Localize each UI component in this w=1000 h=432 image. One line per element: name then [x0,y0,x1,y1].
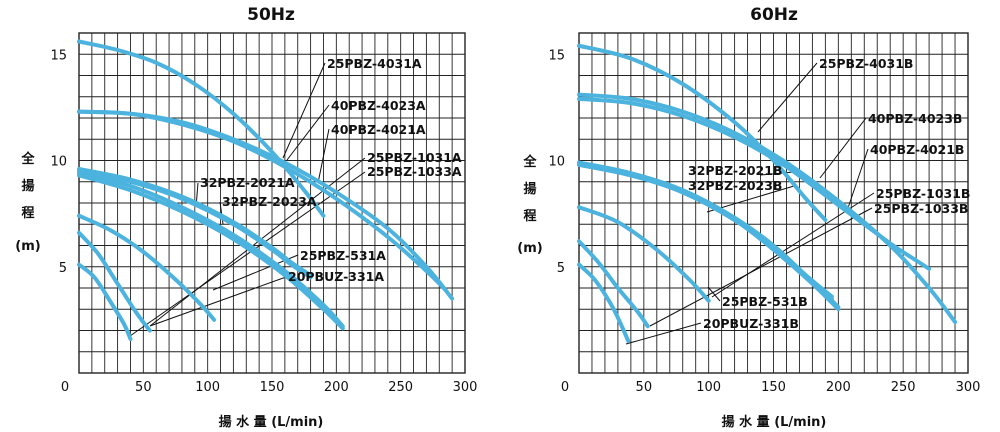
series-curve [77,173,345,331]
x-tick-label: 250 [388,380,413,395]
leader-line [282,62,326,159]
x-tick-label: 150 [761,380,786,395]
x-tick-label: 0 [61,380,69,395]
series-curve [77,39,326,218]
series-curve [77,171,345,329]
series-curve [577,262,631,344]
leader-line [759,171,795,176]
series-label: 32PBZ-2021B [688,163,782,178]
x-tick-label: 300 [453,380,478,395]
x-tick-label: 200 [324,380,349,395]
series-label: 25PBZ-1033A [367,164,462,179]
y-axis-label-char: 揚 [21,178,34,194]
leader-line [129,171,366,337]
series-label: 32PBZ-2023B [688,178,782,193]
x-tick-label: 200 [826,380,851,395]
series-curve [77,262,133,341]
x-tick-labels: 0 50 100 150 200 250 300 [61,380,478,395]
series-curve [77,109,448,293]
series-label: 40PBZ-4023B [868,111,962,126]
series-label: 25PBZ-1031B [876,186,970,201]
y-axis-label-char: (m) [517,241,542,256]
series-label: 25PBZ-4031A [327,56,422,71]
x-tick-label: 150 [260,380,285,395]
series-curve [77,213,217,322]
y-axis-label-char: (m) [15,239,40,254]
x-tick-label: 100 [696,380,721,395]
series-label: 40PBZ-4021A [331,122,426,137]
y-tick-label: 10 [50,155,67,170]
leader-line [625,322,702,345]
y-axis-label-char: 程 [523,209,536,224]
series-curve [577,43,828,222]
series-label: 25PBZ-1031A [367,150,462,165]
series-label: 25PBZ-4031B [819,56,913,71]
leader-line [707,286,721,302]
x-tick-label: 50 [135,380,152,395]
y-tick-label: 5 [557,261,565,276]
series-label: 40PBZ-4021B [870,142,964,157]
series-curve [577,239,650,329]
y-axis-label-char: 揚 [523,181,536,197]
curves [77,39,455,341]
leader-line [649,207,873,327]
grid [78,32,466,374]
series-curve [577,96,932,271]
leader-line [757,62,818,133]
series-curve [577,92,958,324]
x-tick-label: 100 [195,380,220,395]
chart-title: 60Hz [750,5,798,25]
chart-50hz: 50Hz 0 50 100 150 200 250 300 5 10 15 揚 … [15,5,477,430]
y-tick-label: 10 [548,155,565,170]
series-label: 25PBZ-531B [722,294,808,309]
y-axis-label-char: 全 [20,151,35,167]
chart-60hz: 60Hz 0 50 100 150 200 250 300 5 10 15 揚 … [517,5,980,430]
series-labels: 25PBZ-4031B 40PBZ-4023B 40PBZ-4021B 25PB… [688,56,970,331]
series-label: 20PBUZ-331B [703,316,799,331]
series-curve [77,230,152,333]
series-label: 20PBUZ-331A [288,269,384,284]
series-label: 32PBZ-2021A [200,175,295,190]
series-curve [577,205,711,303]
x-tick-labels: 0 50 100 150 200 250 300 [561,380,981,395]
y-tick-labels: 5 10 15 [548,48,565,276]
series-curve [577,162,834,301]
y-axis-label: 全 揚 程 (m) [517,154,542,256]
y-tick-labels: 5 10 15 [50,48,67,276]
leader-line [847,148,869,209]
x-tick-label: 0 [561,380,569,395]
y-tick-label: 5 [59,261,67,276]
leader-line [149,276,287,327]
leader-line [286,104,330,161]
series-label: 32PBZ-2023A [222,194,317,209]
y-axis-label-char: 程 [21,206,34,221]
x-axis-label: 揚 水 量 (L/min) [219,414,324,430]
y-tick-label: 15 [50,48,67,63]
series-label: 25PBZ-1033B [874,201,968,216]
series-curve [77,169,313,280]
series-labels: 25PBZ-4031A 40PBZ-4023A 40PBZ-4021A 25PB… [200,56,462,284]
curves [577,43,958,344]
series-label: 40PBZ-4023A [331,98,426,113]
x-tick-label: 300 [956,380,981,395]
x-axis-label: 揚 水 量 (L/min) [722,414,827,430]
leader-line [317,128,330,184]
leader-line [819,117,867,179]
x-tick-label: 250 [891,380,916,395]
y-axis-label-char: 全 [522,154,537,170]
x-tick-label: 50 [636,380,653,395]
y-tick-label: 15 [548,48,565,63]
chart-title: 50Hz [247,5,295,25]
y-axis-label: 全 揚 程 (m) [15,151,40,254]
series-label: 25PBZ-531A [300,248,386,263]
leader-lines [129,62,366,337]
